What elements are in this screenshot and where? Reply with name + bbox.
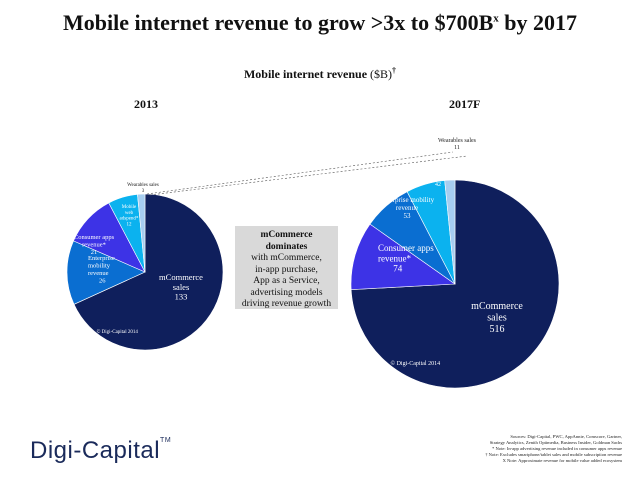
slice-label-mobile-web-adspend: Mobile web adspend* xyxy=(424,168,453,181)
source-line: * Note: In-app advertising revenue inclu… xyxy=(492,446,622,451)
slice-value-wearables-sales: 11 xyxy=(454,145,460,151)
sources-notes: Sources: Digi-Capital, PWC, AppAnnie, Co… xyxy=(402,434,622,464)
digi-capital-logo: Digi-CapitalTM xyxy=(30,437,172,464)
pie-watermark: © Digi-Capital 2014 xyxy=(97,329,139,335)
source-line: † Note: Excludes smartphone/tablet sales… xyxy=(485,452,622,457)
source-line: Sources: Digi-Capital, PWC, AppAnnie, Co… xyxy=(510,434,622,439)
slice-value-mcommerce-sales: 133 xyxy=(175,292,188,302)
callout-line6: advertising models xyxy=(250,287,323,298)
slice-label-wearables-sales: Wearables sales xyxy=(438,138,477,144)
callout-line1: mCommerce xyxy=(260,230,313,240)
slice-label-enterprise-mobility-revenue: Enterprise mobility revenue xyxy=(380,196,435,212)
source-line: Strategy Analytics, Zenith Optimedia, Bu… xyxy=(489,440,622,445)
slice-value-mobile-web-adspend: 12 xyxy=(127,222,133,227)
pie-watermark: © Digi-Capital 2014 xyxy=(391,360,441,367)
year-label-2013: 2013 xyxy=(134,97,158,111)
slice-value-wearables-sales: 3 xyxy=(142,189,145,194)
slice-label-enterprise-mobility-revenue: Enterprise mobility revenue xyxy=(88,255,115,277)
slice-label-consumer-apps-revenue: Consumer apps revenue* xyxy=(74,234,115,248)
page-title: Mobile internet revenue to grow >3x to $… xyxy=(62,10,578,35)
slice-label-consumer-apps-revenue: Consumer apps revenue* xyxy=(378,243,434,263)
year-label-2017f: 2017F xyxy=(449,97,481,111)
slice-value-enterprise-mobility-revenue: 26 xyxy=(99,277,106,284)
callout-line4: in-app purchase, xyxy=(255,264,318,275)
slice-label-mobile-web-adspend: Mobile web adspend* xyxy=(120,205,139,222)
slice-value-mobile-web-adspend: 42 xyxy=(435,182,441,188)
chart-subtitle: Mobile internet revenue ($B)† xyxy=(243,66,397,81)
pie-slice-wearables-sales xyxy=(444,179,456,285)
callout-line2: dominates xyxy=(265,241,308,252)
callout-box: mCommerce dominates with mCommerce, in-a… xyxy=(235,226,338,309)
slice-value-consumer-apps-revenue: 21 xyxy=(91,249,98,256)
callout-line7: driving revenue growth xyxy=(241,299,332,309)
pie-slice-wearables-sales xyxy=(137,193,146,273)
slice-value-mcommerce-sales: 516 xyxy=(490,324,505,335)
slice-label-wearables-sales: Wearables sales xyxy=(127,183,159,188)
connector-line-top xyxy=(146,151,454,195)
connector-line-bottom xyxy=(149,155,468,196)
slice-value-consumer-apps-revenue: 74 xyxy=(393,264,403,274)
slice-label-mcommerce-sales: mCommerce sales xyxy=(159,272,203,292)
slice-value-enterprise-mobility-revenue: 53 xyxy=(404,212,412,220)
callout-line5: App as a Service, xyxy=(253,276,320,286)
pie-slice-enterprise-mobility-revenue xyxy=(66,240,146,305)
source-line: X Note: Approximate revenue for mobile v… xyxy=(502,458,622,463)
pie-slice-consumer-apps-revenue xyxy=(350,223,456,290)
callout-line3: with mCommerce, xyxy=(251,253,322,263)
pie-slice-mcommerce-sales xyxy=(73,193,224,351)
slice-label-mcommerce-sales: mCommerce sales xyxy=(471,301,523,324)
